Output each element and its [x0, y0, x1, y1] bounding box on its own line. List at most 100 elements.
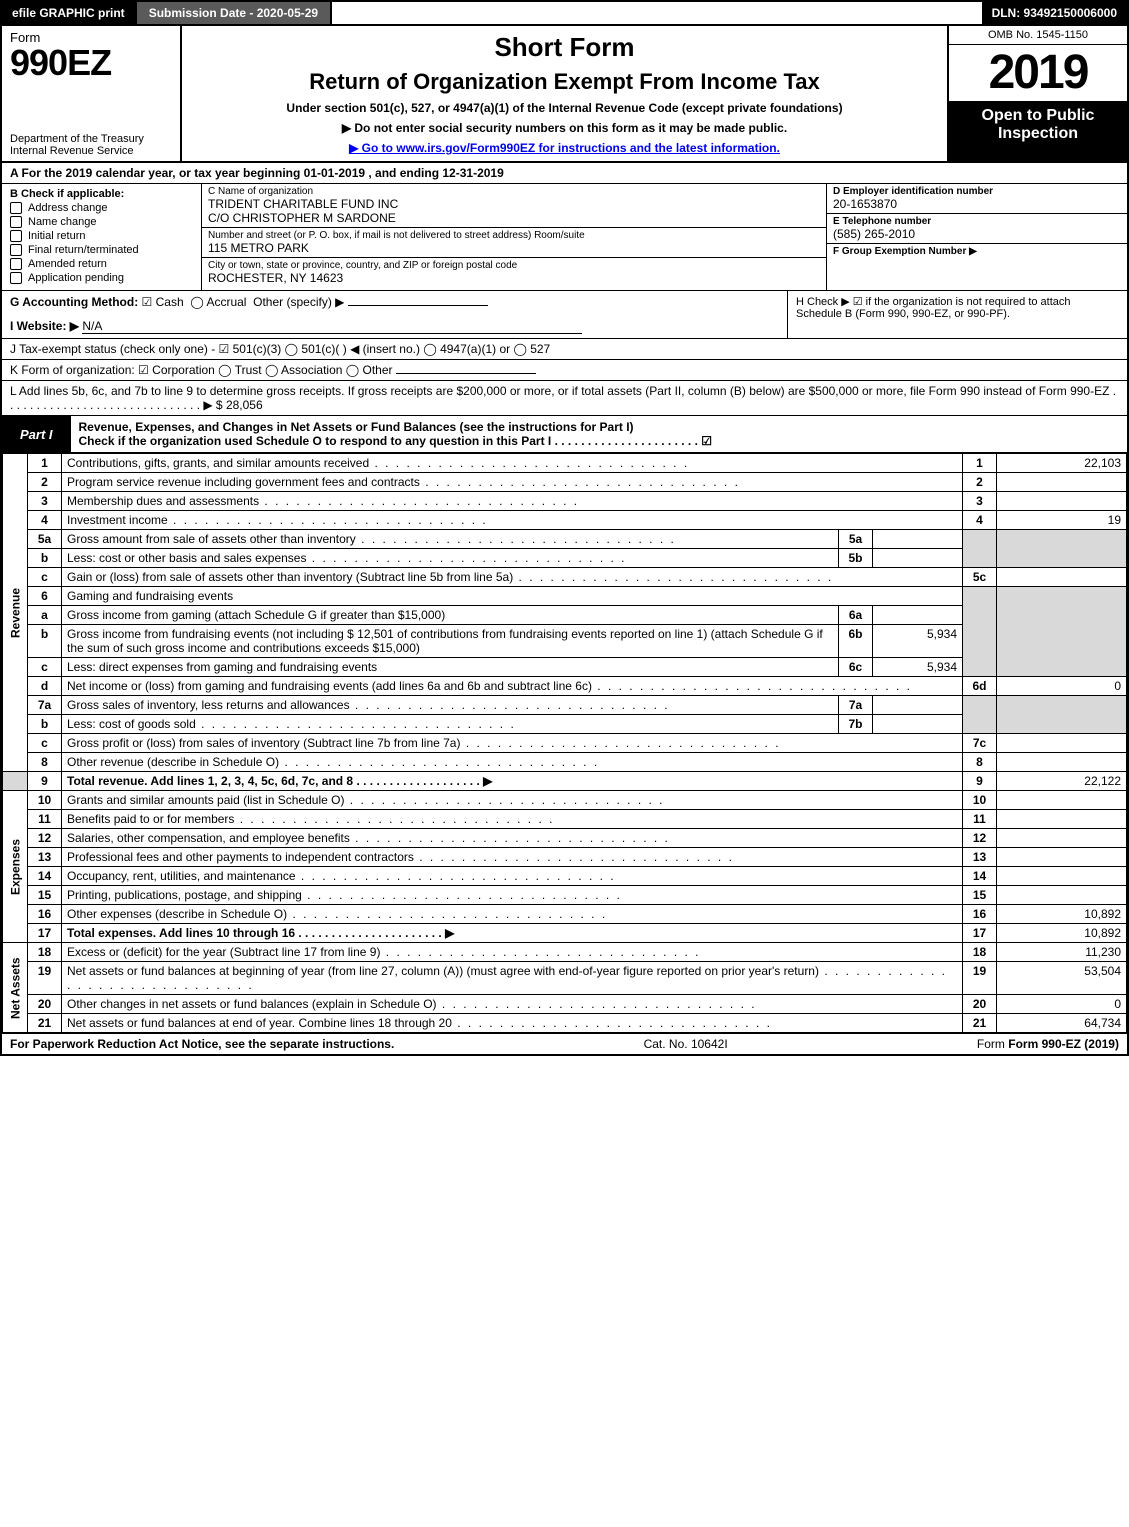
mini-ref: 6c	[839, 658, 873, 677]
section-netassets: Net Assets	[3, 943, 28, 1033]
line-ref: 20	[963, 995, 997, 1014]
omb-number: OMB No. 1545-1150	[949, 26, 1127, 45]
box-c: C Name of organization TRIDENT CHARITABL…	[202, 184, 827, 290]
checkbox-icon	[10, 272, 22, 284]
form-number: 990EZ	[10, 45, 172, 81]
irs-link[interactable]: ▶ Go to www.irs.gov/Form990EZ for instru…	[349, 141, 780, 155]
line-val: 19	[997, 511, 1127, 530]
irs: Internal Revenue Service	[10, 145, 172, 157]
shaded-cell	[997, 530, 1127, 568]
shaded-cell	[997, 696, 1127, 734]
table-row: 8 Other revenue (describe in Schedule O)…	[3, 753, 1127, 772]
table-row: 5a Gross amount from sale of assets othe…	[3, 530, 1127, 549]
chk-final-return[interactable]: Final return/terminated	[10, 244, 193, 256]
k-other-field[interactable]	[396, 373, 536, 374]
table-row: 7a Gross sales of inventory, less return…	[3, 696, 1127, 715]
line-ref: 10	[963, 791, 997, 810]
line-text: Occupancy, rent, utilities, and maintena…	[67, 869, 616, 883]
footer-right-text: Form 990-EZ (2019)	[1008, 1037, 1119, 1051]
header-right: OMB No. 1545-1150 2019 Open to Public In…	[947, 26, 1127, 161]
line-text: Excess or (deficit) for the year (Subtra…	[67, 945, 701, 959]
line-num: 17	[28, 924, 62, 943]
table-row: c Gain or (loss) from sale of assets oth…	[3, 568, 1127, 587]
checkbox-icon	[10, 244, 22, 256]
efile-print-label: efile GRAPHIC print	[2, 2, 135, 24]
line-num: b	[28, 549, 62, 568]
line-num: d	[28, 677, 62, 696]
line-ref: 5c	[963, 568, 997, 587]
line-text: Net assets or fund balances at beginning…	[67, 964, 947, 992]
e-phone-label: E Telephone number	[833, 216, 1121, 227]
line-text: Other revenue (describe in Schedule O)	[67, 755, 599, 769]
g-other-field[interactable]	[348, 305, 488, 306]
line-text: Less: cost or other basis and sales expe…	[67, 551, 627, 565]
table-row: 12 Salaries, other compensation, and emp…	[3, 829, 1127, 848]
table-row: c Gross profit or (loss) from sales of i…	[3, 734, 1127, 753]
line-num: 1	[28, 454, 62, 473]
line-val: 22,122	[997, 772, 1127, 791]
footer-mid: Cat. No. 10642I	[644, 1037, 728, 1051]
table-row: Net Assets 18 Excess or (deficit) for th…	[3, 943, 1127, 962]
table-row: b Less: cost or other basis and sales ex…	[3, 549, 1127, 568]
line-text: Gaming and fundraising events	[62, 587, 963, 606]
line-text: Gross amount from sale of assets other t…	[67, 532, 676, 546]
info-row: B Check if applicable: Address change Na…	[2, 184, 1127, 291]
mini-ref: 5b	[839, 549, 873, 568]
mini-val: 5,934	[873, 658, 963, 677]
line-text: Program service revenue including govern…	[67, 475, 740, 489]
line-ref: 18	[963, 943, 997, 962]
gh-row: G Accounting Method: ☑ Cash ◯ Accrual Ot…	[2, 291, 1127, 339]
line-num: 2	[28, 473, 62, 492]
table-row: 14 Occupancy, rent, utilities, and maint…	[3, 867, 1127, 886]
line-val: 53,504	[997, 962, 1127, 995]
form-body: Form 990EZ Department of the Treasury In…	[0, 26, 1129, 1056]
box-h: H Check ▶ ☑ if the organization is not r…	[787, 291, 1127, 338]
table-row: 11 Benefits paid to or for members 11	[3, 810, 1127, 829]
org-city: ROCHESTER, NY 14623	[208, 271, 820, 285]
table-row: 15 Printing, publications, postage, and …	[3, 886, 1127, 905]
chk-name-change[interactable]: Name change	[10, 216, 193, 228]
g-cash: Cash	[156, 295, 184, 309]
part1-title: Revenue, Expenses, and Changes in Net As…	[79, 420, 634, 434]
opt-final-return: Final return/terminated	[28, 244, 139, 256]
table-row: d Net income or (loss) from gaming and f…	[3, 677, 1127, 696]
line-ref: 16	[963, 905, 997, 924]
org-name-2: C/O CHRISTOPHER M SARDONE	[208, 211, 820, 225]
line-num: 14	[28, 867, 62, 886]
line-val	[997, 848, 1127, 867]
table-row: 3 Membership dues and assessments 3	[3, 492, 1127, 511]
line-val: 64,734	[997, 1014, 1127, 1033]
i-website-value: N/A	[82, 319, 582, 334]
chk-amended-return[interactable]: Amended return	[10, 258, 193, 270]
shaded-cell	[963, 696, 997, 734]
mini-val	[873, 606, 963, 625]
opt-initial-return: Initial return	[28, 230, 85, 242]
line-num: 18	[28, 943, 62, 962]
table-row: 17 Total expenses. Add lines 10 through …	[3, 924, 1127, 943]
g-accrual: Accrual	[206, 295, 246, 309]
line-val: 10,892	[997, 924, 1127, 943]
part1-tab: Part I	[2, 423, 71, 446]
box-g: G Accounting Method: ☑ Cash ◯ Accrual Ot…	[2, 291, 787, 338]
line-val	[997, 791, 1127, 810]
line-num: 12	[28, 829, 62, 848]
box-b: B Check if applicable: Address change Na…	[2, 184, 202, 290]
chk-address-change[interactable]: Address change	[10, 202, 193, 214]
line-num: c	[28, 734, 62, 753]
submission-date: Submission Date - 2020-05-29	[135, 2, 332, 24]
part1-title-wrap: Revenue, Expenses, and Changes in Net As…	[71, 416, 1127, 452]
subtitle-1: Under section 501(c), 527, or 4947(a)(1)…	[192, 101, 937, 115]
mini-ref: 7a	[839, 696, 873, 715]
line-ref: 9	[963, 772, 997, 791]
mini-ref: 7b	[839, 715, 873, 734]
line-ref: 2	[963, 473, 997, 492]
line-ref: 13	[963, 848, 997, 867]
topbar-spacer	[332, 2, 981, 24]
mini-ref: 5a	[839, 530, 873, 549]
chk-application-pending[interactable]: Application pending	[10, 272, 193, 284]
table-row: a Gross income from gaming (attach Sched…	[3, 606, 1127, 625]
header-row: Form 990EZ Department of the Treasury In…	[2, 26, 1127, 163]
chk-initial-return[interactable]: Initial return	[10, 230, 193, 242]
line-ref: 15	[963, 886, 997, 905]
line-val	[997, 829, 1127, 848]
